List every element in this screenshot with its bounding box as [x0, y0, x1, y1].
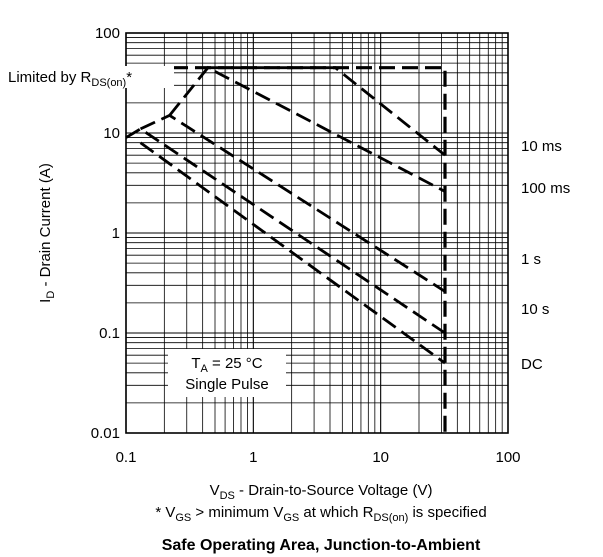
footnote: * VGS > minimum VGS at which RDS(on) is … — [155, 504, 486, 524]
x-tick-label: 100 — [495, 449, 520, 466]
x-tick-label: 10 — [372, 449, 389, 466]
plot-frame — [125, 32, 509, 434]
series-label-bg — [516, 297, 558, 319]
limit-label-bg — [6, 66, 174, 88]
series-label-dc: DC — [521, 356, 543, 373]
limit-label: Limited by RDS(on)* — [8, 69, 132, 89]
series-labels: 10 ms 100 ms 1 s 10 s DC — [516, 134, 586, 374]
series-label-bg — [516, 134, 574, 156]
series-label-1s: 1 s — [521, 251, 541, 268]
series-line-100ms — [168, 65, 446, 193]
series-label-100ms: 100 ms — [521, 180, 570, 197]
series-label-bg — [516, 176, 586, 198]
soa-curves — [125, 65, 447, 433]
conditions-box — [168, 349, 286, 397]
series-line-10s — [125, 127, 446, 335]
series-line-10ms — [207, 66, 446, 157]
series-line-dc — [139, 141, 446, 365]
x-tick-label: 0.1 — [116, 449, 137, 466]
condition-temperature: TA = 25 °C — [191, 355, 262, 375]
x-tick-labels: 0.1 1 10 100 — [116, 449, 521, 466]
series-label-bg — [516, 247, 550, 269]
y-tick-label: 0.01 — [91, 425, 120, 442]
y-tick-labels: 0.01 0.1 1 10 100 — [91, 25, 120, 442]
chart-title: Safe Operating Area, Junction-to-Ambient — [162, 537, 481, 554]
series-label-bg — [516, 352, 550, 374]
series-label-10s: 10 s — [521, 301, 549, 318]
series-line-1s — [139, 113, 446, 293]
y-tick-label: 1 — [112, 225, 120, 242]
y-axis-label: ID - Drain Current (A) — [37, 163, 57, 303]
series-label-10ms: 10 ms — [521, 138, 562, 155]
y-tick-label: 100 — [95, 25, 120, 42]
condition-pulse: Single Pulse — [185, 376, 268, 393]
y-tick-label: 0.1 — [99, 325, 120, 342]
x-axis-label: VDS - Drain-to-Source Voltage (V) — [210, 482, 433, 502]
y-tick-label: 10 — [103, 125, 120, 142]
x-tick-label: 1 — [249, 449, 257, 466]
